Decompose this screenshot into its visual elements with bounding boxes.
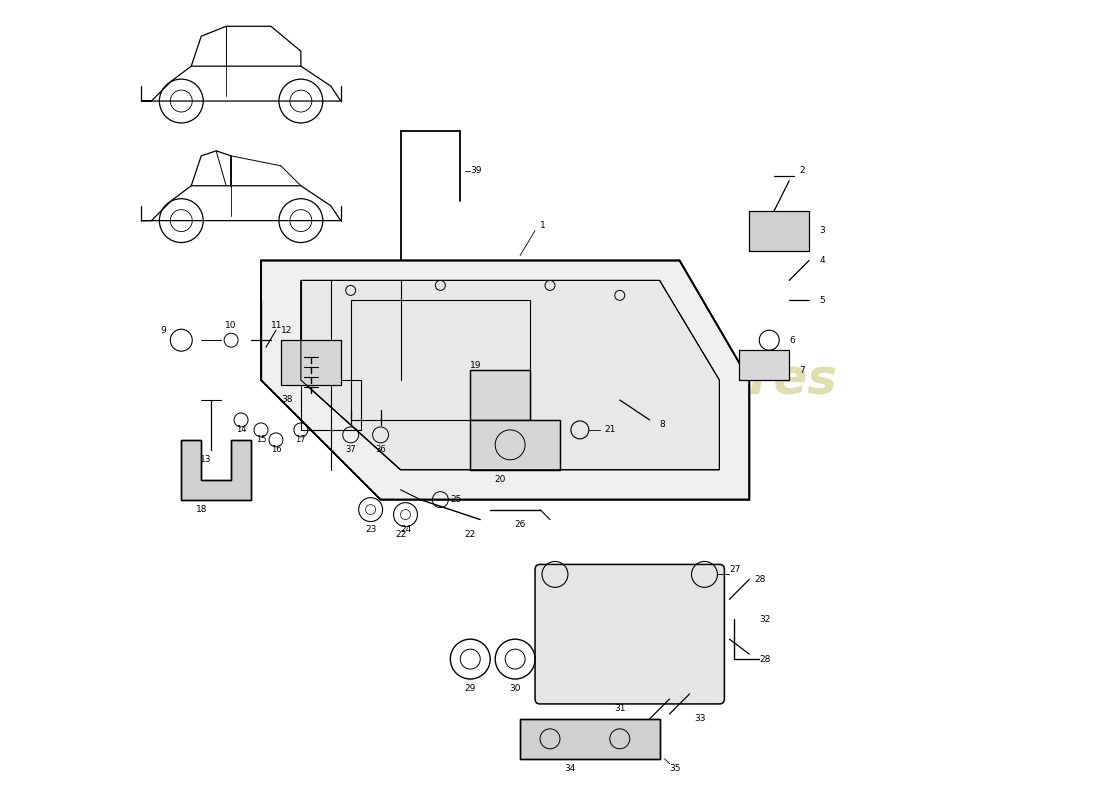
Polygon shape <box>471 420 560 470</box>
Text: 31: 31 <box>614 705 626 714</box>
Text: eurospares: eurospares <box>521 356 837 404</box>
Text: 24: 24 <box>400 525 411 534</box>
Text: 15: 15 <box>256 435 266 444</box>
Text: 26: 26 <box>515 520 526 529</box>
Text: 30: 30 <box>509 685 521 694</box>
Polygon shape <box>261 261 749 500</box>
Text: 22: 22 <box>464 530 476 539</box>
Text: 1: 1 <box>540 221 546 230</box>
Text: 16: 16 <box>271 446 282 454</box>
Text: 35: 35 <box>670 764 681 774</box>
Polygon shape <box>749 210 810 250</box>
Text: 13: 13 <box>200 455 212 464</box>
Text: 14: 14 <box>235 426 246 434</box>
Text: 38: 38 <box>280 395 293 405</box>
Text: 27: 27 <box>729 565 740 574</box>
Text: 11: 11 <box>271 321 283 330</box>
FancyBboxPatch shape <box>535 565 725 704</box>
Text: 6: 6 <box>789 336 795 345</box>
Polygon shape <box>280 340 341 385</box>
Text: 19: 19 <box>471 361 482 370</box>
Text: 28: 28 <box>755 575 766 584</box>
Text: 5: 5 <box>820 296 825 305</box>
Text: 2: 2 <box>799 166 805 175</box>
Text: 12: 12 <box>280 326 293 334</box>
Text: 7: 7 <box>799 366 805 374</box>
Polygon shape <box>301 281 719 470</box>
Text: 22: 22 <box>395 530 406 539</box>
Text: 29: 29 <box>464 685 476 694</box>
Text: 36: 36 <box>375 446 386 454</box>
Text: 8: 8 <box>660 421 666 430</box>
Text: 21: 21 <box>605 426 616 434</box>
Text: 20: 20 <box>495 475 506 484</box>
Text: 32: 32 <box>759 614 771 624</box>
Polygon shape <box>471 370 530 420</box>
Text: 23: 23 <box>365 525 376 534</box>
Text: 10: 10 <box>226 321 236 330</box>
Text: 18: 18 <box>196 505 207 514</box>
Text: 9: 9 <box>161 326 166 334</box>
Text: 34: 34 <box>564 764 575 774</box>
Text: 25: 25 <box>450 495 462 504</box>
Text: 3: 3 <box>820 226 825 235</box>
Text: 37: 37 <box>345 446 356 454</box>
Bar <box>351 300 530 420</box>
Polygon shape <box>520 719 660 758</box>
Polygon shape <box>739 350 789 380</box>
Text: 33: 33 <box>694 714 706 723</box>
Text: 39: 39 <box>471 166 482 175</box>
Text: 4: 4 <box>820 256 825 265</box>
Text: 17: 17 <box>296 435 306 444</box>
Text: 28: 28 <box>759 654 771 663</box>
Polygon shape <box>182 440 251 500</box>
Text: a passion for parts since 1985: a passion for parts since 1985 <box>444 481 716 498</box>
